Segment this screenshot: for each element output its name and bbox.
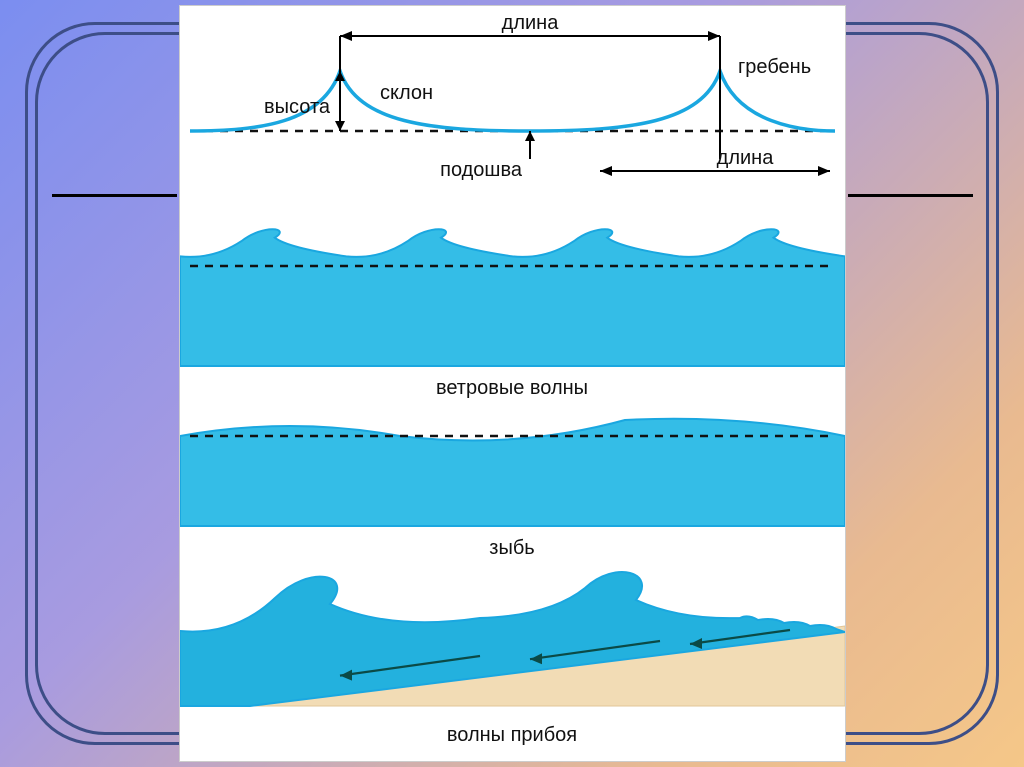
svg-text:волны прибоя: волны прибоя xyxy=(447,724,577,746)
slide-background: длина гребень склон высота подошва длина ветро… xyxy=(0,0,1024,767)
svg-text:гребень: гребень xyxy=(738,56,811,78)
svg-text:зыбь: зыбь xyxy=(489,537,534,559)
svg-text:подошва: подошва xyxy=(440,159,523,181)
left-side-line xyxy=(52,194,177,197)
svg-text:длина: длина xyxy=(502,12,560,34)
svg-text:склон: склон xyxy=(380,82,433,104)
wave-diagram-svg: длина гребень склон высота подошва длина ветро… xyxy=(180,6,845,761)
right-side-line xyxy=(848,194,973,197)
svg-text:длина: длина xyxy=(717,147,775,169)
svg-text:ветровые волны: ветровые волны xyxy=(436,377,588,399)
svg-text:высота: высота xyxy=(264,96,331,118)
diagram-panel: длина гребень склон высота подошва длина ветро… xyxy=(180,6,845,761)
